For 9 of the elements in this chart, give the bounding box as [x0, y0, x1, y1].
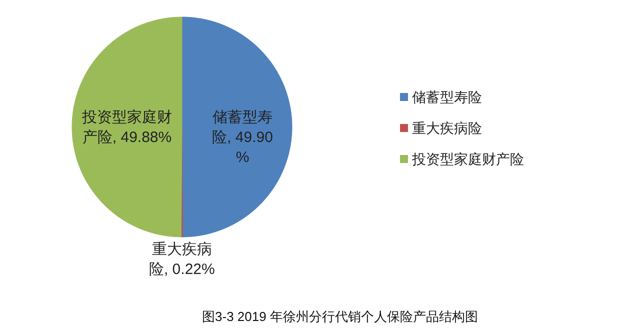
pie-slice: [182, 16, 292, 238]
data-label: 投资型家庭财产险, 49.88%: [81, 108, 172, 146]
legend-label: 投资型家庭财产险: [411, 151, 524, 167]
legend-label: 重大疾病险: [412, 120, 482, 136]
pie-slice: [72, 16, 182, 238]
legend-label: 储蓄型寿险: [412, 89, 482, 105]
data-label: 储蓄型寿险, 49.90%: [212, 108, 273, 166]
text: 图3-3 2019 年徐州分行代销个人保险产品结构图: [202, 309, 478, 324]
data-label: 重大疾病险, 0.22%: [148, 241, 215, 278]
